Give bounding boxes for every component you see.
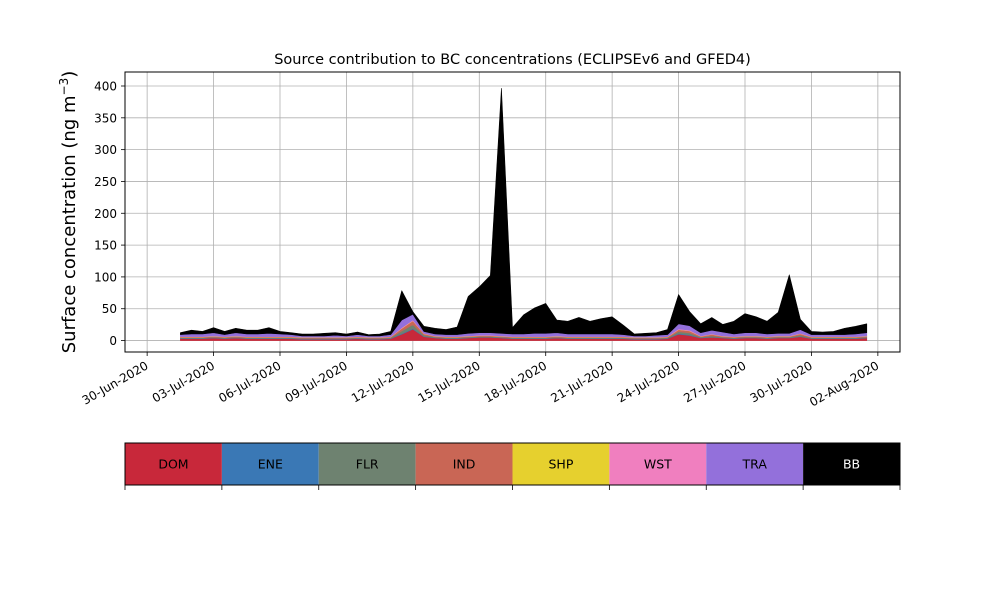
x-tick-label: 06-Jul-2020 — [216, 358, 283, 405]
legend-label-shp: SHP — [549, 457, 574, 472]
legend-swatch-dom — [125, 443, 222, 485]
legend-swatch-shp — [512, 443, 610, 485]
legend-swatch-ene — [221, 443, 319, 485]
y-tick-label: 250 — [94, 175, 117, 189]
legend-label-tra: TRA — [742, 457, 768, 472]
area-series-bb — [180, 88, 868, 337]
legend-swatch-tra — [706, 443, 804, 485]
y-tick-label: 0 — [109, 334, 117, 348]
x-tick-label: 02-Aug-2020 — [807, 358, 881, 409]
x-tick-label: 30-Jul-2020 — [748, 358, 815, 405]
y-tick-label: 400 — [94, 80, 117, 94]
y-tick-label: 200 — [94, 207, 117, 221]
chart-title: Source contribution to BC concentrations… — [274, 52, 751, 68]
y-axis-label: Surface concentration (ng m−3) — [57, 71, 80, 354]
y-axis-label-close: ) — [59, 71, 80, 78]
x-tick-label: 12-Jul-2020 — [349, 358, 416, 405]
y-tick-label: 350 — [94, 111, 117, 125]
y-axis-label-text: Surface concentration (ng m — [59, 95, 80, 353]
x-tick-label: 15-Jul-2020 — [415, 358, 482, 405]
legend-label-ene: ENE — [258, 457, 283, 472]
legend-swatch-ind — [415, 443, 513, 485]
y-axis: 0 50 100 150 200 250 300 350 400 — [94, 80, 125, 348]
plot-frame — [124, 71, 901, 353]
y-tick-label: 300 — [94, 143, 117, 157]
x-tick-label: 09-Jul-2020 — [283, 358, 350, 405]
legend-label-flr: FLR — [356, 457, 379, 472]
x-axis: 30-Jun-2020 03-Jul-2020 06-Jul-2020 09-Jul-… — [80, 352, 881, 409]
stacked-areas — [180, 88, 868, 341]
legend-swatch-flr — [318, 443, 416, 485]
grid — [125, 72, 900, 352]
x-tick-label: 27-Jul-2020 — [681, 358, 748, 405]
legend-label-wst: WST — [644, 457, 672, 472]
x-tick-label: 03-Jul-2020 — [150, 358, 217, 405]
x-tick-label: 18-Jul-2020 — [482, 358, 549, 405]
y-tick-label: 100 — [94, 270, 117, 284]
legend-label-ind: IND — [453, 457, 476, 472]
y-tick-label: 150 — [94, 239, 117, 253]
legend-label-bb: BB — [843, 457, 860, 472]
y-tick-label: 50 — [102, 302, 117, 316]
legend: DOM ENE FLR IND SHP WST TRA BB — [124, 442, 901, 490]
x-tick-label: 24-Jul-2020 — [615, 358, 682, 405]
x-tick-label: 30-Jun-2020 — [80, 358, 151, 407]
legend-swatch-bb — [803, 443, 900, 485]
y-axis-label-unit: −3 — [57, 78, 71, 96]
legend-label-dom: DOM — [158, 457, 188, 472]
x-tick-label: 21-Jul-2020 — [548, 358, 615, 405]
legend-swatch-wst — [609, 443, 707, 485]
